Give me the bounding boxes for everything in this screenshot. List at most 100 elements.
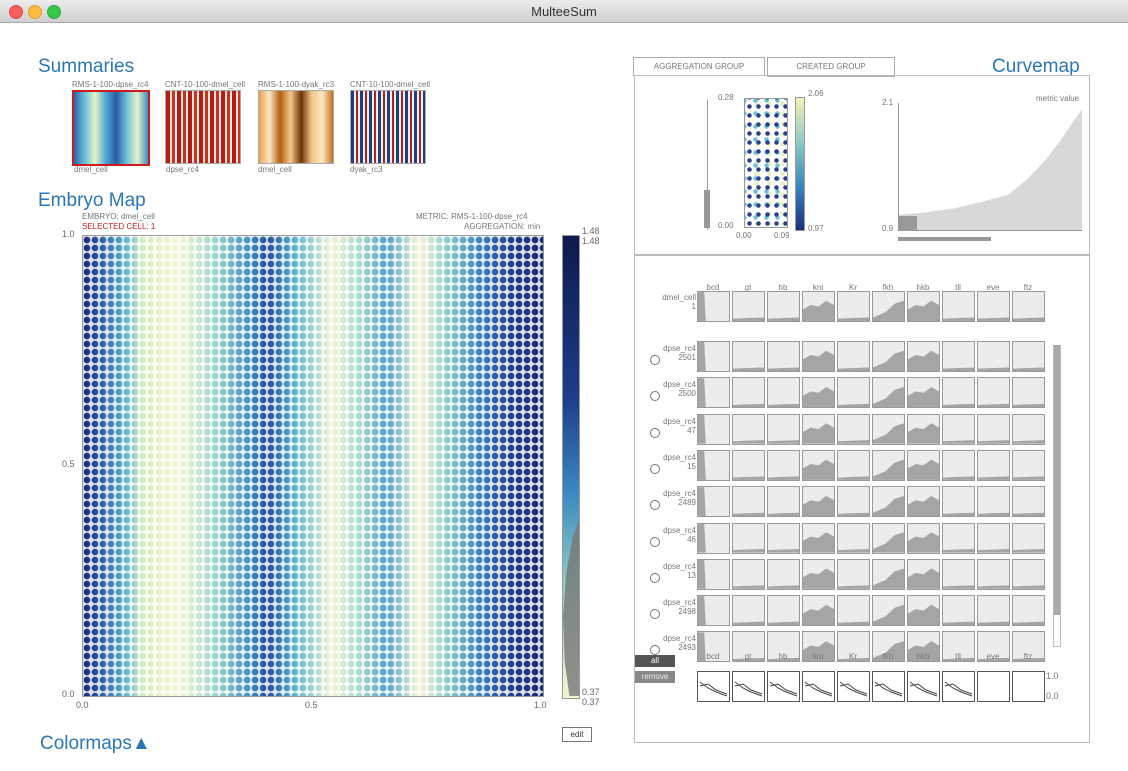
close-window-button[interactable] [9, 5, 23, 19]
curve-cell-tll[interactable] [942, 377, 975, 409]
selected-curve-kni[interactable] [802, 291, 835, 322]
curve-cell-hb[interactable] [767, 558, 800, 590]
selected-curve-gt[interactable] [732, 291, 765, 322]
curve-cell-gt[interactable] [732, 341, 765, 372]
selected-curve-eve[interactable] [977, 291, 1010, 322]
curve-cell-bcd[interactable] [697, 413, 730, 445]
curve-cell-kr[interactable] [837, 449, 870, 481]
curve-cell-fkh[interactable] [872, 595, 905, 627]
curve-cell-hb[interactable] [767, 595, 800, 627]
curve-cell-tll[interactable] [942, 413, 975, 445]
curve-cell-kni[interactable] [802, 341, 835, 372]
curve-cell-kr[interactable] [837, 558, 870, 590]
curve-cell-ftz[interactable] [1012, 413, 1045, 445]
curve-cell-fkh[interactable] [872, 449, 905, 481]
curve-cell-tll[interactable] [942, 558, 975, 590]
curve-cell-kni[interactable] [802, 486, 835, 518]
curve-cell-eve[interactable] [977, 558, 1010, 590]
summary-thumb-2[interactable] [165, 90, 241, 164]
curve-cell-ftz[interactable] [1012, 341, 1045, 372]
row-select-radio[interactable] [650, 355, 660, 365]
embryo-map[interactable] [82, 235, 544, 697]
row-select-radio[interactable] [650, 463, 660, 474]
tab-aggregation-group[interactable]: AGGREGATION GROUP [633, 57, 765, 76]
summary-thumb-1[interactable] [72, 90, 150, 166]
metric-range-slider[interactable] [898, 237, 991, 241]
curve-cell-hb[interactable] [767, 486, 800, 518]
summary-curve-eve[interactable] [977, 671, 1010, 702]
curve-cell-gt[interactable] [732, 522, 765, 554]
curve-cell-fkh[interactable] [872, 413, 905, 445]
curve-cell-tll[interactable] [942, 341, 975, 372]
selected-curve-bcd[interactable] [697, 291, 730, 322]
curve-cell-hb[interactable] [767, 341, 800, 372]
curve-cell-eve[interactable] [977, 377, 1010, 409]
tab-created-group[interactable]: CREATED GROUP [767, 57, 895, 77]
curve-cell-kr[interactable] [837, 522, 870, 554]
curve-cell-kni[interactable] [802, 413, 835, 445]
curve-cell-ftz[interactable] [1012, 522, 1045, 554]
edit-colormap-button[interactable]: edit [562, 727, 592, 742]
curve-cell-fkh[interactable] [872, 558, 905, 590]
summary-curve-tll[interactable] [942, 671, 975, 702]
curve-cell-hkb[interactable] [907, 413, 940, 445]
summary-curve-ftz[interactable] [1012, 671, 1045, 702]
summary-curve-hkb[interactable] [907, 671, 940, 702]
curve-cell-hkb[interactable] [907, 631, 940, 663]
curve-cell-eve[interactable] [977, 341, 1010, 372]
curve-cell-ftz[interactable] [1012, 631, 1045, 663]
all-button[interactable]: all [635, 655, 675, 667]
curve-cell-gt[interactable] [732, 486, 765, 518]
curve-cell-tll[interactable] [942, 631, 975, 663]
curve-cell-kni[interactable] [802, 522, 835, 554]
curve-cell-hb[interactable] [767, 377, 800, 409]
zoom-window-button[interactable] [47, 5, 61, 19]
minimize-window-button[interactable] [28, 5, 42, 19]
curve-cell-hb[interactable] [767, 631, 800, 663]
summary-curve-kr[interactable] [837, 671, 870, 702]
curve-cell-hkb[interactable] [907, 558, 940, 590]
summary-curve-kni[interactable] [802, 671, 835, 702]
colorbar-max-handle[interactable]: 1.48 [582, 236, 600, 246]
curve-cell-kni[interactable] [802, 631, 835, 663]
curve-cell-fkh[interactable] [872, 377, 905, 409]
summary-curve-bcd[interactable] [697, 671, 730, 702]
curve-cell-hb[interactable] [767, 449, 800, 481]
curve-cell-gt[interactable] [732, 377, 765, 409]
curve-cell-hb[interactable] [767, 522, 800, 554]
curve-cell-eve[interactable] [977, 486, 1010, 518]
curve-cell-gt[interactable] [732, 558, 765, 590]
curve-cell-gt[interactable] [732, 449, 765, 481]
curve-cell-bcd[interactable] [697, 558, 730, 590]
curve-cell-gt[interactable] [732, 413, 765, 445]
row-select-radio[interactable] [650, 645, 660, 656]
selected-curve-ftz[interactable] [1012, 291, 1045, 322]
curve-cell-hb[interactable] [767, 413, 800, 445]
curve-cell-eve[interactable] [977, 595, 1010, 627]
summary-thumb-3[interactable] [258, 90, 334, 164]
curve-cell-tll[interactable] [942, 486, 975, 518]
curve-cell-ftz[interactable] [1012, 595, 1045, 627]
curve-cell-bcd[interactable] [697, 449, 730, 481]
curve-cell-kni[interactable] [802, 449, 835, 481]
summary-curve-gt[interactable] [732, 671, 765, 702]
curve-cell-eve[interactable] [977, 631, 1010, 663]
row-select-radio[interactable] [650, 391, 660, 402]
curve-cell-gt[interactable] [732, 595, 765, 627]
row-select-radio[interactable] [650, 572, 660, 583]
curve-cell-kni[interactable] [802, 377, 835, 409]
curve-cell-hkb[interactable] [907, 595, 940, 627]
curve-cell-kr[interactable] [837, 486, 870, 518]
row-select-radio[interactable] [650, 427, 660, 438]
colorbar-min-handle[interactable]: 0.37 [582, 687, 600, 697]
curve-cell-hkb[interactable] [907, 377, 940, 409]
curve-cell-hkb[interactable] [907, 449, 940, 481]
curve-cell-ftz[interactable] [1012, 486, 1045, 518]
selected-curve-tll[interactable] [942, 291, 975, 322]
curve-cell-kr[interactable] [837, 413, 870, 445]
selected-curve-kr[interactable] [837, 291, 870, 322]
curve-cell-bcd[interactable] [697, 486, 730, 518]
curve-cell-fkh[interactable] [872, 341, 905, 372]
curve-cell-ftz[interactable] [1012, 449, 1045, 481]
curve-cell-kni[interactable] [802, 558, 835, 590]
